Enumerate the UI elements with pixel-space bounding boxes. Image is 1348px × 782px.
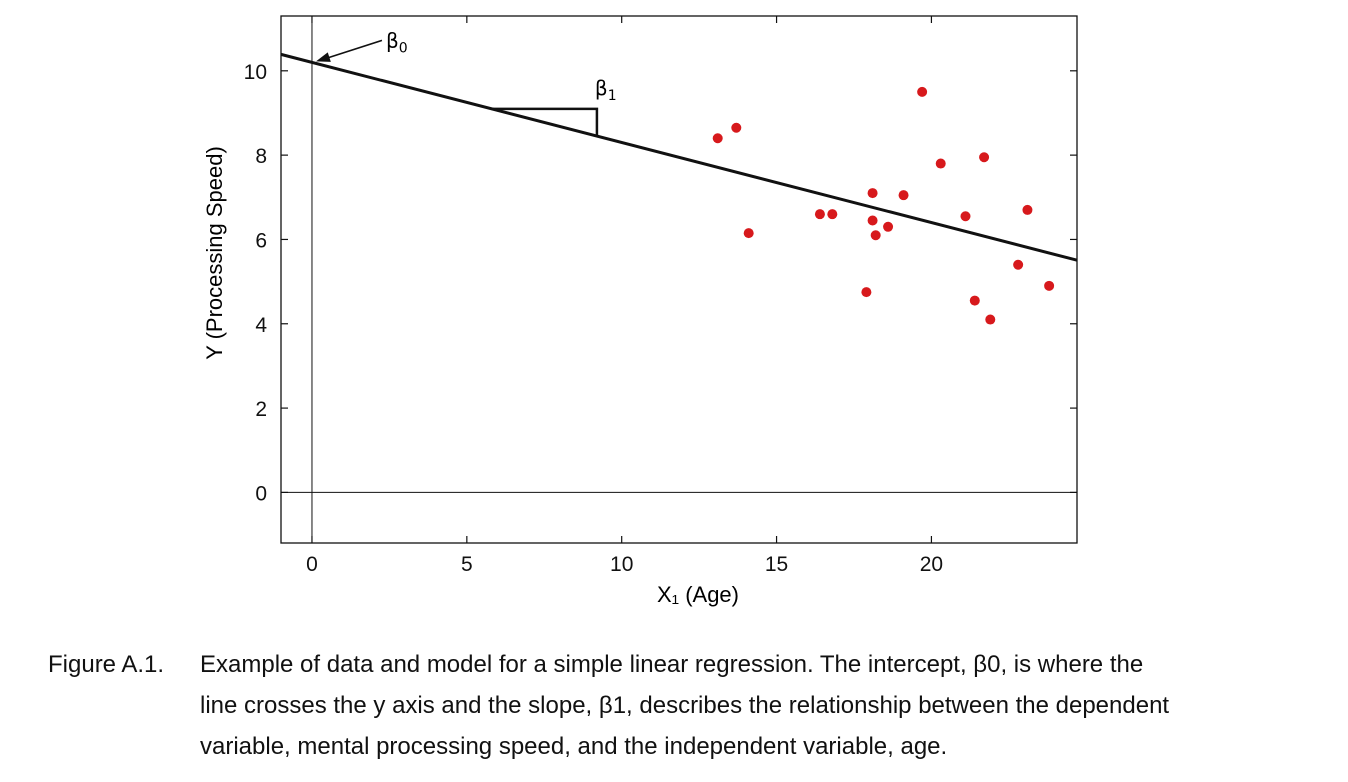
data-point [917, 86, 928, 97]
y-tick-label: 10 [244, 61, 267, 84]
axis-ticks: 0 5 10 15 20 0 2 4 6 8 10 [244, 16, 1077, 576]
caption-label: Figure A.1. [48, 651, 165, 678]
caption-text: Example of data and model for a simple l… [200, 644, 1300, 767]
y-tick-label: 6 [255, 229, 267, 252]
data-point [883, 221, 894, 232]
x-tick-label: 10 [610, 553, 633, 576]
y-tick-label: 8 [255, 145, 267, 168]
zero-lines [281, 16, 1077, 543]
y-axis-label: Y (Processing Speed) [202, 146, 227, 360]
data-point [827, 209, 838, 220]
x-tick-label: 20 [920, 553, 943, 576]
caption-line: line crosses the y axis and the slope, β… [200, 692, 1170, 719]
data-point [712, 133, 723, 144]
data-point [985, 314, 996, 325]
intercept-arrow [319, 39, 383, 62]
regression-line [280, 52, 1078, 262]
data-point [861, 287, 872, 298]
data-point [935, 158, 946, 169]
data-point [960, 211, 971, 222]
beta1-label: β1 [595, 76, 617, 104]
x-tick-label: 5 [461, 553, 473, 576]
x-axis-label: X₁ (Age) [657, 582, 739, 607]
intercept-arrowhead [315, 52, 331, 62]
data-point [867, 188, 878, 199]
data-point [1013, 259, 1024, 270]
data-point [731, 122, 742, 133]
data-point [1022, 204, 1033, 215]
slope-triangle [491, 107, 599, 137]
data-point [814, 209, 825, 220]
y-tick-label: 4 [255, 314, 267, 337]
data-point [743, 228, 754, 239]
plot-frame [280, 15, 1078, 544]
data-point [898, 190, 909, 201]
beta0-label: β0 [386, 28, 408, 56]
data-point [979, 152, 990, 163]
data-point [1044, 280, 1055, 291]
regression-chart: 0 5 10 15 20 0 2 4 6 8 10 β0 β1 X₁ (Age) Y (Proces… [202, 15, 1078, 607]
data-point [870, 230, 881, 241]
x-tick-label: 15 [765, 553, 788, 576]
caption-line: Example of data and model for a simple l… [200, 651, 1144, 678]
y-tick-label: 0 [255, 482, 267, 505]
y-tick-label: 2 [255, 398, 267, 421]
caption-line: variable, mental processing speed, and t… [200, 733, 948, 760]
data-point [867, 215, 878, 226]
x-tick-label: 0 [306, 553, 318, 576]
data-points [712, 86, 1055, 325]
data-point [969, 295, 980, 306]
